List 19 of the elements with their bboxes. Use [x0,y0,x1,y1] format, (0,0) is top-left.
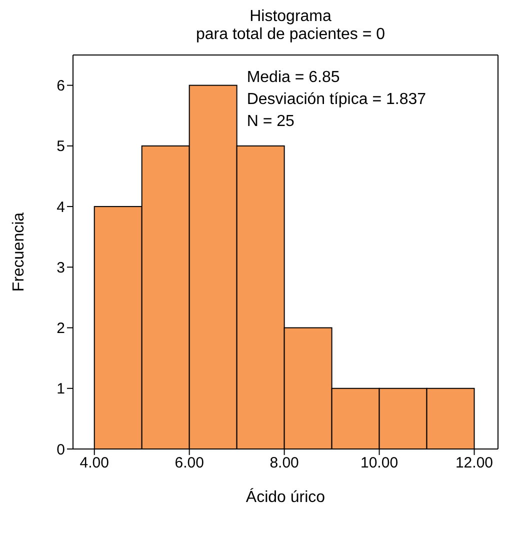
y-tick-label: 2 [56,320,65,338]
y-tick-label: 5 [56,138,65,156]
y-tick-label: 1 [56,380,65,398]
x-tick-label: 12.00 [455,454,494,472]
y-axis-title: Frecuencia [10,212,28,292]
x-tick-label: 10.00 [360,454,398,472]
annotation: Desviación típica = 1.837 [246,90,426,110]
annotation: Media = 6.85 [246,68,341,88]
x-tick-label: 6.00 [174,454,204,472]
y-tick-label: 6 [56,78,65,95]
y-tick-label: 3 [56,259,65,276]
chart-title: Histograma [248,8,332,26]
x-axis-title: Ácido úrico [246,488,326,506]
x-tick-label: 8.00 [270,454,299,472]
y-tick-label: 0 [56,441,65,458]
chart-subtitle: para total de pacientes = 0 [194,26,386,44]
x-tick-label: 4.00 [80,454,109,472]
y-tick-label: 4 [56,198,65,216]
annotation: N = 25 [246,112,296,132]
